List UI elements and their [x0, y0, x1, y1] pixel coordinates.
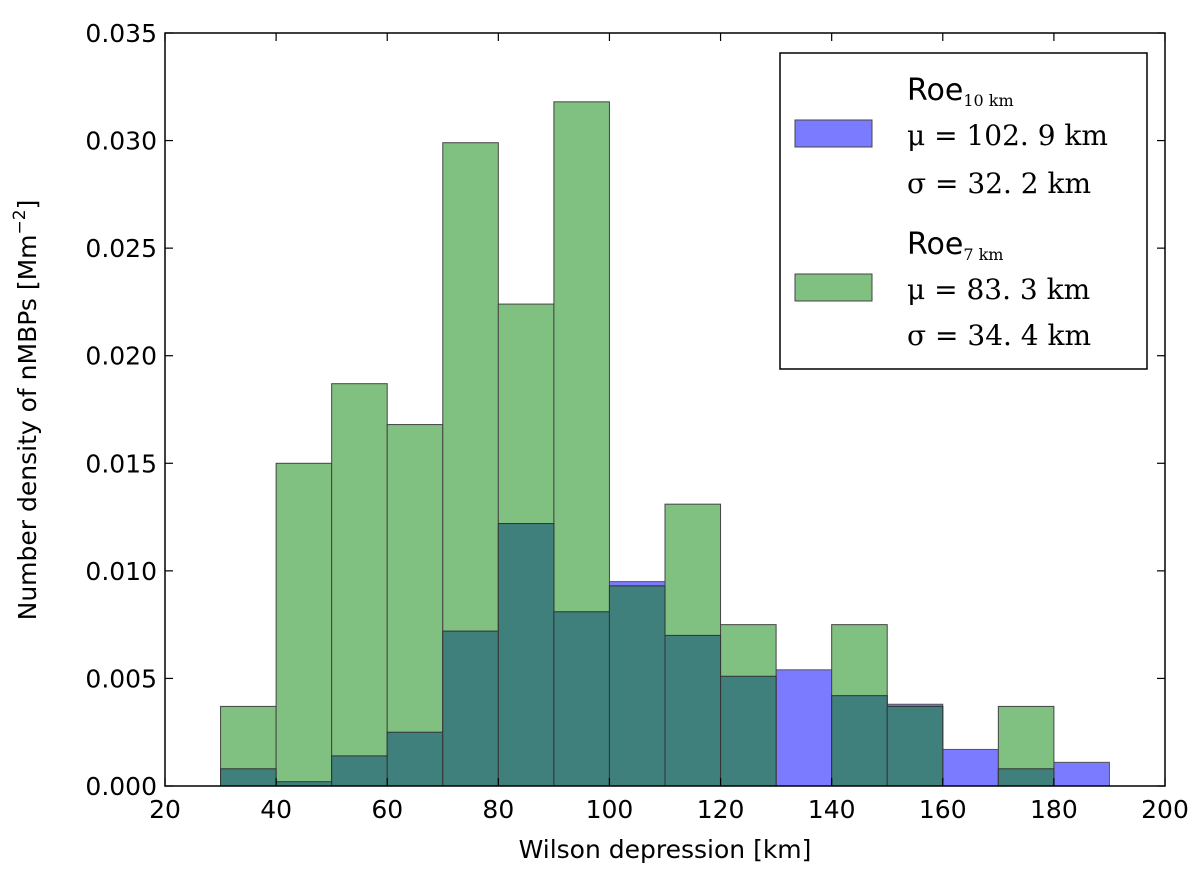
- x-tick-label-20: 20: [149, 795, 181, 824]
- bar-overlap-50: [331, 755, 388, 787]
- legend-mu-roe-10km: μ = 102. 9 km: [907, 119, 1108, 152]
- y-tick-label-0.020: 0.020: [85, 342, 157, 371]
- y-axis-label-exponent: −2: [10, 209, 30, 234]
- legend-label-roe-10km: Roe10 km: [907, 73, 1014, 110]
- bar-overlap-110: [664, 634, 722, 787]
- x-tick-labels: 20 40 60 80 100 120 140 160 180 200: [149, 795, 1189, 824]
- legend-name-roe-7km: Roe: [907, 227, 963, 262]
- legend: Roe10 km μ = 102. 9 km σ = 32. 2 km Roe7…: [779, 52, 1148, 370]
- legend-sigma-roe-10km: σ = 32. 2 km: [907, 167, 1091, 200]
- bar-overlap-170: [997, 768, 1055, 787]
- bar-roe-10km-160: [942, 748, 999, 787]
- y-tick-label-0.025: 0.025: [85, 234, 157, 263]
- y-tick-label-0.035: 0.035: [85, 19, 157, 48]
- x-tick-label-140: 140: [808, 795, 856, 824]
- y-axis-label: Number density of nMBPs [Mm−2]: [10, 200, 42, 621]
- bar-overlap-60: [386, 731, 444, 787]
- bar-overlap-80: [497, 523, 555, 787]
- y-tick-label-0.015: 0.015: [85, 449, 157, 478]
- y-tick-labels: 0.000 0.005 0.010 0.015 0.020 0.025 0.030 0.035: [85, 19, 157, 801]
- legend-swatch-roe-7km: [794, 273, 873, 302]
- bar-roe-7km-40: [275, 462, 333, 787]
- bar-overlap-90: [553, 611, 610, 787]
- x-tick-label-200: 200: [1141, 795, 1189, 824]
- bar-overlap-70: [442, 630, 499, 787]
- x-tick-label-160: 160: [919, 795, 967, 824]
- legend-mu-roe-7km: μ = 83. 3 km: [907, 273, 1090, 306]
- x-tick-label-60: 60: [371, 795, 403, 824]
- bar-roe-10km-180: [1053, 761, 1110, 787]
- y-axis-label-end: ]: [13, 200, 42, 210]
- x-axis-label: Wilson depression [km]: [519, 835, 812, 864]
- bar-overlap-140: [831, 695, 888, 787]
- legend-subscript-roe-10km: 10 km: [963, 91, 1013, 110]
- y-axis-label-main: Number density of nMBPs [Mm: [13, 234, 42, 620]
- x-tick-label-100: 100: [586, 795, 634, 824]
- y-tick-label-0.005: 0.005: [85, 664, 157, 693]
- legend-subscript-roe-7km: 7 km: [963, 245, 1003, 264]
- bar-roe-7km-60: [386, 424, 444, 787]
- plot-frame: [164, 32, 1166, 787]
- bar-overlap-30: [220, 768, 277, 787]
- y-tick-label-0.010: 0.010: [85, 557, 157, 586]
- bar-roe-7km-50: [331, 383, 388, 787]
- legend-swatch-roe-10km: [794, 119, 873, 148]
- axis-ticks: [164, 32, 1166, 787]
- legend-sigma-roe-7km: σ = 34. 4 km: [907, 319, 1091, 352]
- bar-overlap-120: [720, 675, 777, 787]
- x-tick-label-120: 120: [697, 795, 745, 824]
- y-tick-label-0.000: 0.000: [85, 772, 157, 801]
- bar-overlap-150: [886, 705, 944, 787]
- bar-roe-10km-130: [775, 669, 833, 787]
- x-tick-label-180: 180: [1030, 795, 1078, 824]
- legend-box: [779, 52, 1148, 370]
- legend-label-roe-7km: Roe7 km: [907, 227, 1003, 264]
- x-tick-label-40: 40: [260, 795, 292, 824]
- y-tick-label-0.030: 0.030: [85, 127, 157, 156]
- overlap-bars: [220, 523, 1055, 787]
- x-tick-label-80: 80: [482, 795, 514, 824]
- legend-name-roe-10km: Roe: [907, 73, 963, 108]
- bar-overlap-100: [608, 585, 666, 787]
